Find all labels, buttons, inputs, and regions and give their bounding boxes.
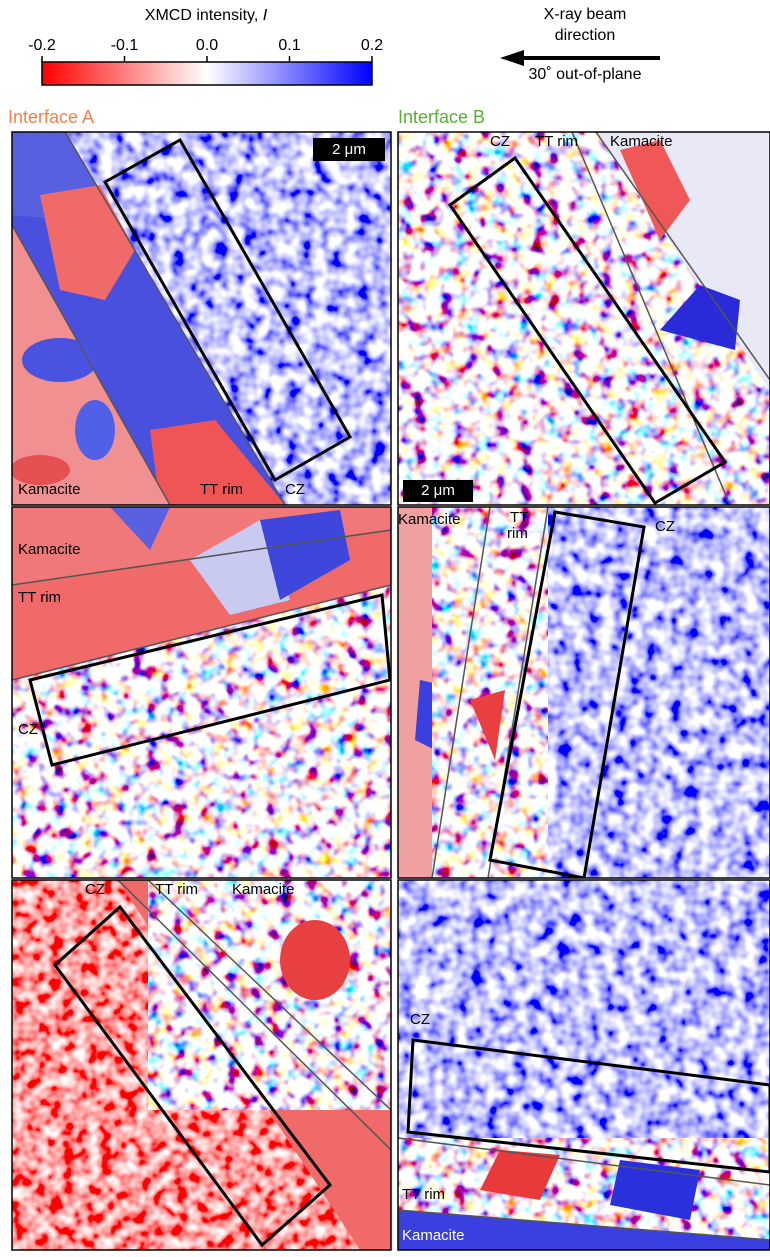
image-panel: 2 μm Kamacite TT rim CZ	[10, 132, 391, 505]
beam-angle: 30˚ out-of-plane	[529, 66, 642, 83]
region-label: CZ	[85, 881, 105, 898]
region-label: Kamacite	[402, 1227, 465, 1244]
colorbar-symbol: I	[263, 7, 268, 24]
region-label: TT rim	[535, 133, 578, 150]
colorbar-tick-label: -0.2	[28, 37, 56, 54]
beam-label: X-ray beam	[544, 6, 627, 23]
colorbar-tick-label: 0.1	[278, 37, 300, 54]
image-panel: 2 μm CZ TT rim Kamacite	[398, 132, 770, 505]
region-label: rim	[507, 525, 528, 542]
region-label: TT rim	[200, 481, 243, 498]
beam-arrowhead	[500, 50, 524, 66]
image-panel: Kamacite TT rim CZ	[12, 507, 391, 878]
column-title: Interface A	[8, 107, 94, 127]
region-label: TT rim	[155, 881, 198, 898]
region-label: CZ	[18, 721, 38, 738]
page: { "colorbar": { "title": "XMCD intensity…	[0, 0, 770, 1252]
region-label: CZ	[490, 133, 510, 150]
image-panel: Kamacite TT rim CZ	[398, 507, 770, 878]
region-label: CZ	[285, 481, 305, 498]
column-title: Interface B	[398, 107, 485, 127]
colorbar-tick-label: 0.2	[361, 37, 383, 54]
image-panel: CZ TT rim Kamacite	[398, 880, 770, 1250]
figure: XMCD intensity, I -0.2 -0.1 0.0 0.1 0.2 X-ra…	[0, 0, 770, 1252]
colorbar-tick-label: -0.1	[111, 37, 139, 54]
region-label: TT rim	[402, 1186, 445, 1203]
region-label: Kamacite	[232, 881, 295, 898]
colorbar-ticks: -0.2 -0.1 0.0 0.1 0.2	[28, 37, 383, 62]
scale-bar-label: 2 μm	[421, 482, 455, 499]
colorbar-tick-label: 0.0	[196, 37, 218, 54]
region-label: CZ	[410, 1011, 430, 1028]
colorbar-title: XMCD intensity, I	[145, 7, 268, 24]
region-label: TT	[510, 509, 528, 526]
region-label: Kamacite	[398, 511, 461, 528]
region-label: Kamacite	[18, 541, 81, 558]
region-label: Kamacite	[18, 481, 81, 498]
colorbar: XMCD intensity, I -0.2 -0.1 0.0 0.1 0.2	[28, 7, 383, 85]
region-label: TT rim	[18, 589, 61, 606]
colorbar-title-text: XMCD intensity,	[145, 7, 263, 24]
image-panel: CZ TT rim Kamacite	[12, 880, 391, 1250]
region-label: CZ	[655, 518, 675, 535]
scale-bar-label: 2 μm	[332, 141, 366, 158]
region-label: Kamacite	[610, 133, 673, 150]
beam-indicator: X-ray beam direction 30˚ out-of-plane	[500, 6, 660, 83]
colorbar-gradient	[42, 62, 372, 85]
beam-label: direction	[555, 27, 615, 44]
